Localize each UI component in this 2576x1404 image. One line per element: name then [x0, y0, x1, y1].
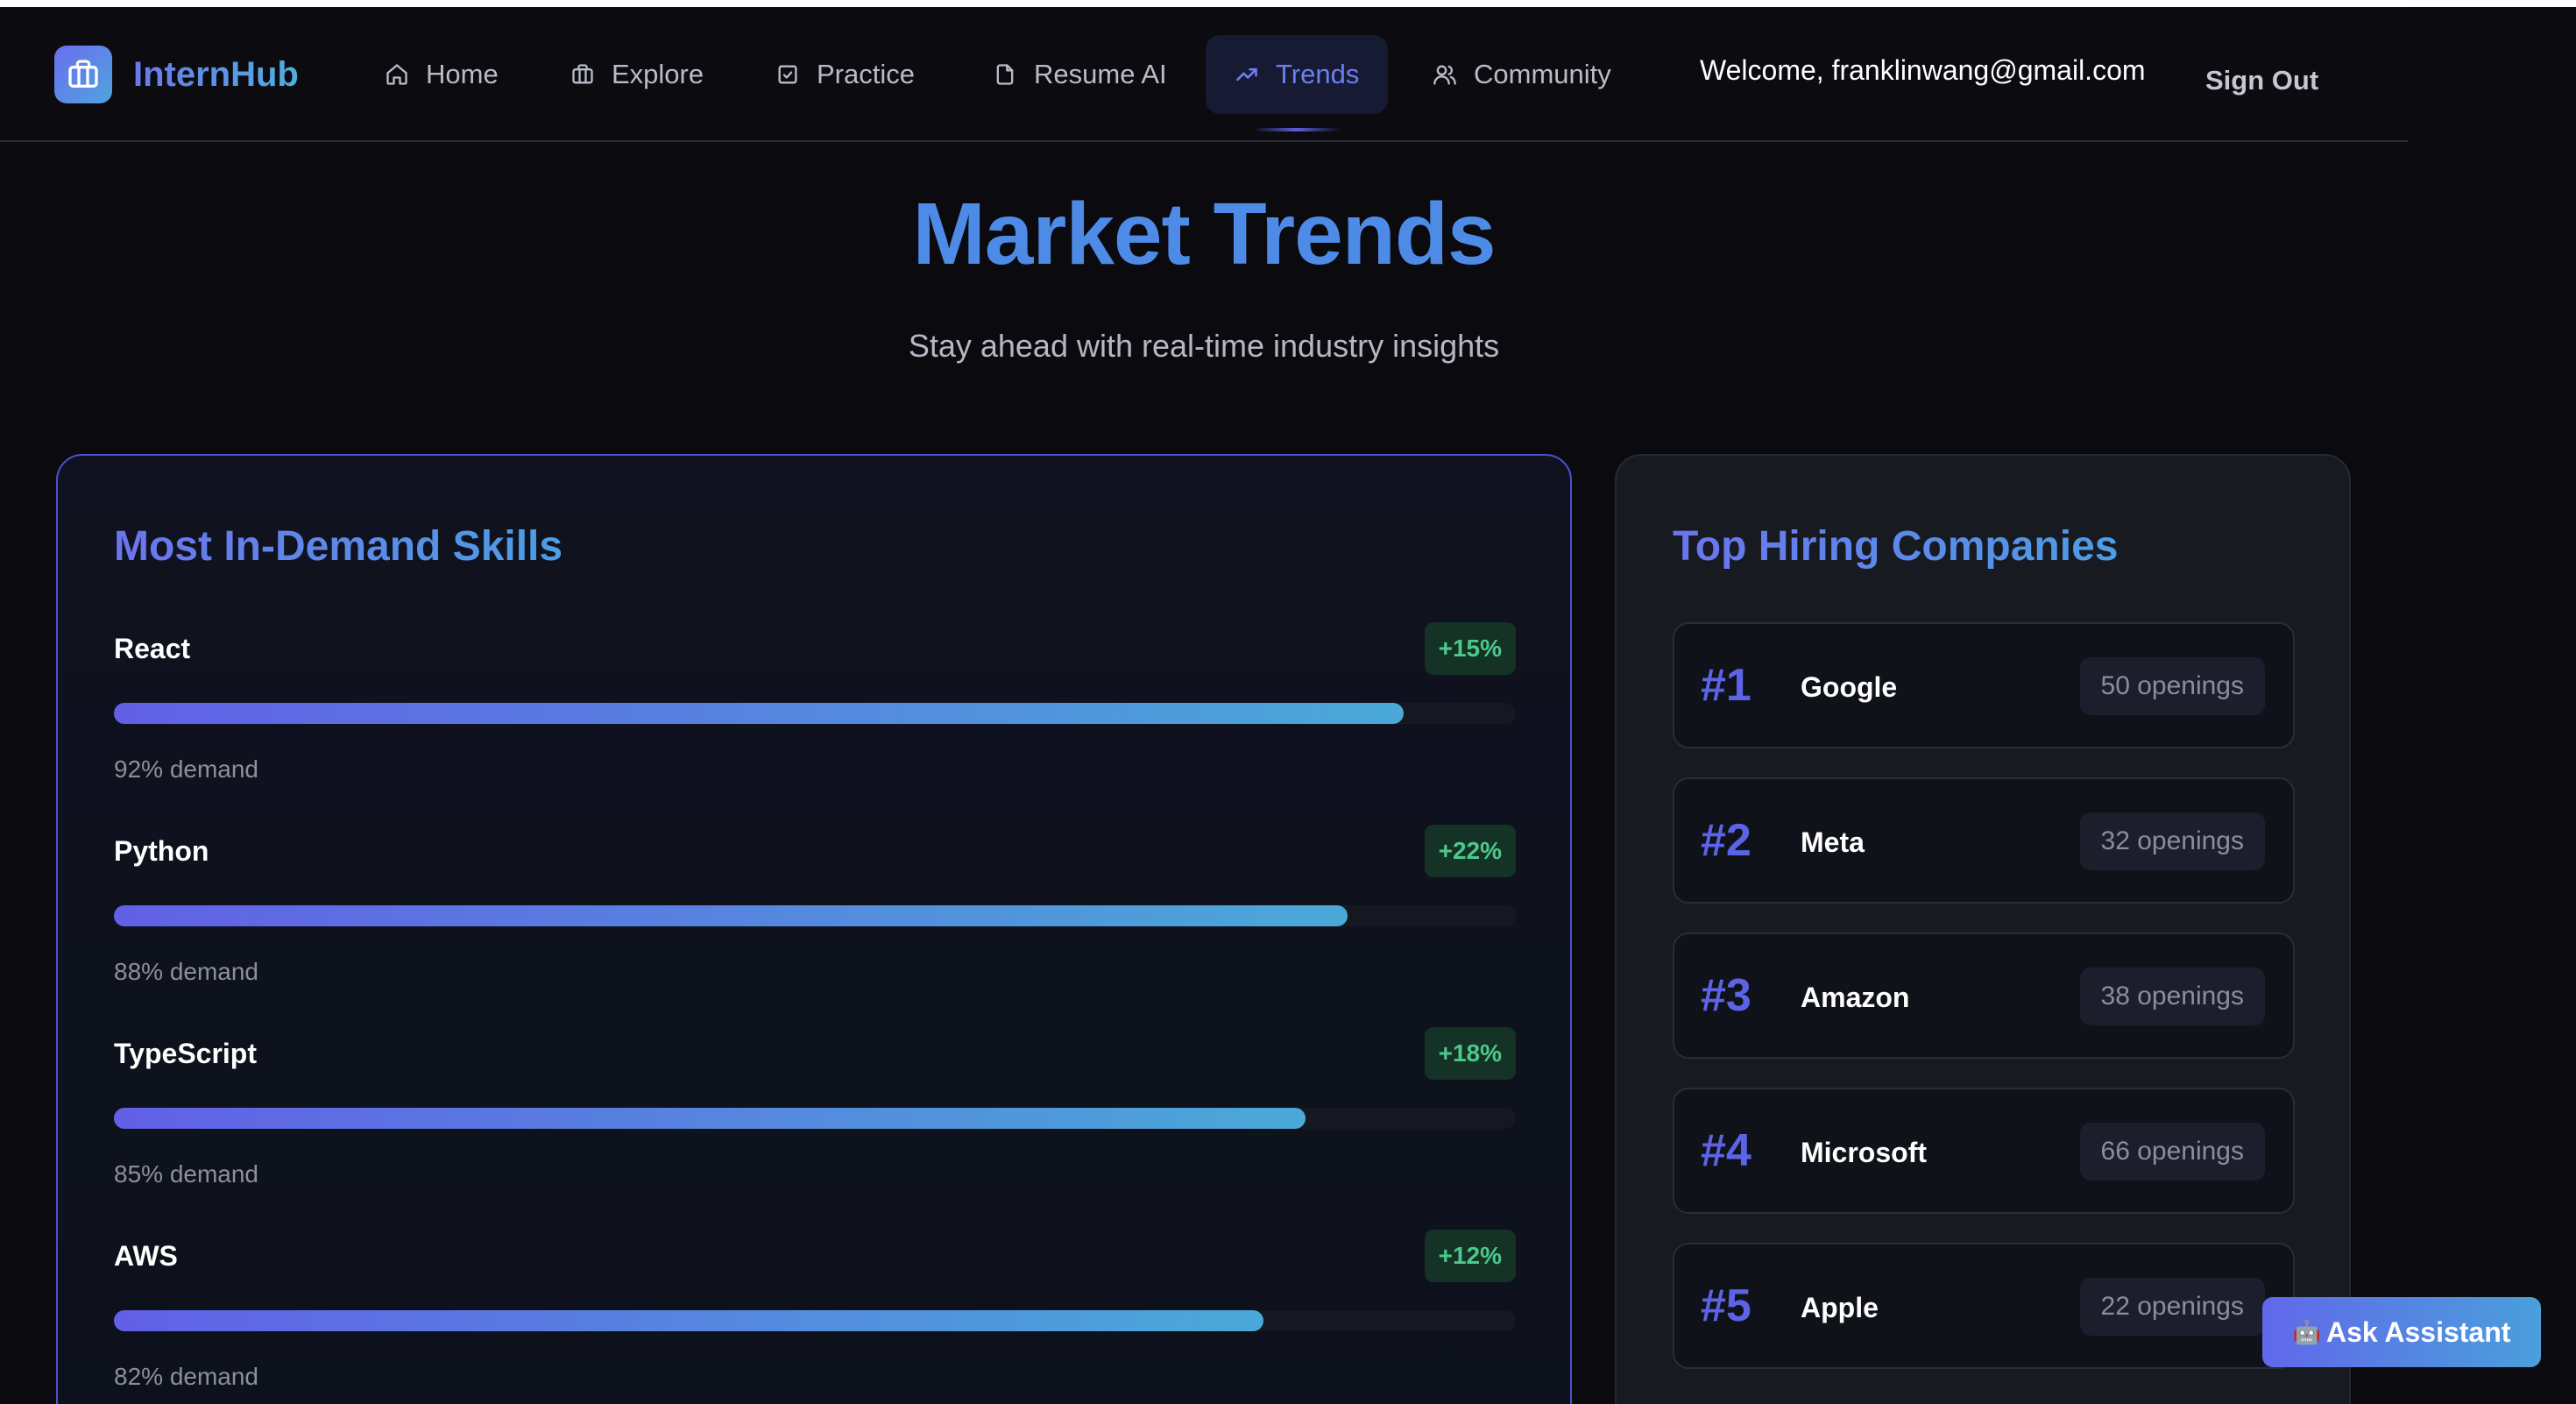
welcome-text: Welcome, franklinwang@gmail.com [1700, 54, 2146, 86]
demand-bar-fill [114, 905, 1348, 926]
company-rank: #2 [1701, 815, 1752, 866]
growth-badge: +18% [1424, 1027, 1516, 1080]
demand-bar-track [114, 905, 1516, 926]
top-navbar: InternHub Home Explore Practice [0, 7, 2408, 142]
nav-practice-label: Practice [817, 59, 915, 89]
skill-item-python: Python +22% 88% demand [114, 825, 1516, 1000]
users-icon [1432, 61, 1458, 88]
openings-badge: 66 openings [2079, 1123, 2265, 1181]
skill-name: Python [114, 835, 209, 867]
company-card-microsoft[interactable]: #4 Microsoft 66 openings [1673, 1088, 2295, 1214]
active-tab-indicator [1253, 128, 1341, 131]
ask-assistant-label: Ask Assistant [2325, 1315, 2511, 1348]
nav-explore-label: Explore [612, 59, 704, 89]
demand-label: 82% demand [114, 1363, 259, 1390]
growth-badge: +12% [1424, 1230, 1516, 1282]
nav-community[interactable]: Community [1404, 35, 1639, 114]
demand-bar-track [114, 703, 1516, 724]
companies-panel: Top Hiring Companies #1 Google 50 openin… [1615, 454, 2351, 1404]
demand-bar-fill [114, 1310, 1263, 1331]
briefcase-icon [570, 61, 596, 88]
company-name: Meta [1801, 826, 1865, 858]
skills-panel-title: Most In-Demand Skills [114, 523, 563, 570]
skill-item-aws: AWS +12% 82% demand [114, 1230, 1516, 1404]
company-card-apple[interactable]: #5 Apple 22 openings [1673, 1243, 2295, 1369]
nav-home-label: Home [426, 59, 499, 89]
skill-name: AWS [114, 1240, 178, 1272]
openings-badge: 22 openings [2079, 1278, 2265, 1336]
growth-badge: +15% [1424, 622, 1516, 675]
growth-badge: +22% [1424, 825, 1516, 877]
demand-bar-track [114, 1108, 1516, 1129]
app-name: InternHub [133, 54, 299, 94]
demand-label: 85% demand [114, 1160, 259, 1188]
company-name: Amazon [1801, 982, 1910, 1013]
nav-trends-label: Trends [1276, 59, 1360, 89]
skill-name: React [114, 633, 191, 664]
document-icon [992, 61, 1018, 88]
company-rank: #3 [1701, 970, 1752, 1021]
company-name: Microsoft [1801, 1137, 1927, 1168]
nav-practice[interactable]: Practice [747, 35, 943, 114]
skill-name: TypeScript [114, 1038, 257, 1069]
demand-bar-fill [114, 1108, 1306, 1129]
nav-trends[interactable]: Trends [1206, 35, 1388, 114]
checkbox-icon [775, 61, 801, 88]
companies-panel-title: Top Hiring Companies [1673, 523, 2119, 570]
openings-badge: 32 openings [2079, 812, 2265, 870]
ask-assistant-button[interactable]: 🤖 Ask Assistant [2262, 1297, 2541, 1367]
home-icon [384, 61, 410, 88]
sign-out-button[interactable]: Sign Out [2205, 65, 2319, 96]
company-card-meta[interactable]: #2 Meta 32 openings [1673, 777, 2295, 904]
briefcase-logo-icon [54, 46, 112, 103]
demand-label: 92% demand [114, 755, 259, 783]
openings-badge: 50 openings [2079, 657, 2265, 715]
company-rank: #4 [1701, 1125, 1752, 1176]
nav-explore[interactable]: Explore [541, 35, 732, 114]
nav-resume-ai-label: Resume AI [1034, 59, 1167, 89]
nav-home[interactable]: Home [356, 35, 527, 114]
demand-bar-fill [114, 703, 1404, 724]
company-rank: #5 [1701, 1280, 1752, 1331]
openings-badge: 38 openings [2079, 968, 2265, 1025]
app-logo[interactable]: InternHub [54, 46, 299, 103]
skills-panel: Most In-Demand Skills React +15% 92% dem… [56, 454, 1572, 1404]
company-card-google[interactable]: #1 Google 50 openings [1673, 622, 2295, 748]
demand-label: 88% demand [114, 958, 259, 985]
company-name: Google [1801, 671, 1898, 703]
company-card-amazon[interactable]: #3 Amazon 38 openings [1673, 932, 2295, 1059]
top-strip [0, 0, 2576, 7]
trending-up-icon [1234, 61, 1260, 88]
demand-bar-track [114, 1310, 1516, 1331]
skill-item-typescript: TypeScript +18% 85% demand [114, 1027, 1516, 1202]
nav-community-label: Community [1474, 59, 1611, 89]
nav-resume-ai[interactable]: Resume AI [964, 35, 1195, 114]
page-subtitle: Stay ahead with real-time industry insig… [908, 328, 1500, 364]
company-rank: #1 [1701, 660, 1752, 711]
page-title: Market Trends [912, 185, 1496, 283]
company-name: Apple [1801, 1292, 1879, 1323]
skill-item-react: React +15% 92% demand [114, 622, 1516, 798]
robot-icon: 🤖 [2292, 1318, 2321, 1345]
